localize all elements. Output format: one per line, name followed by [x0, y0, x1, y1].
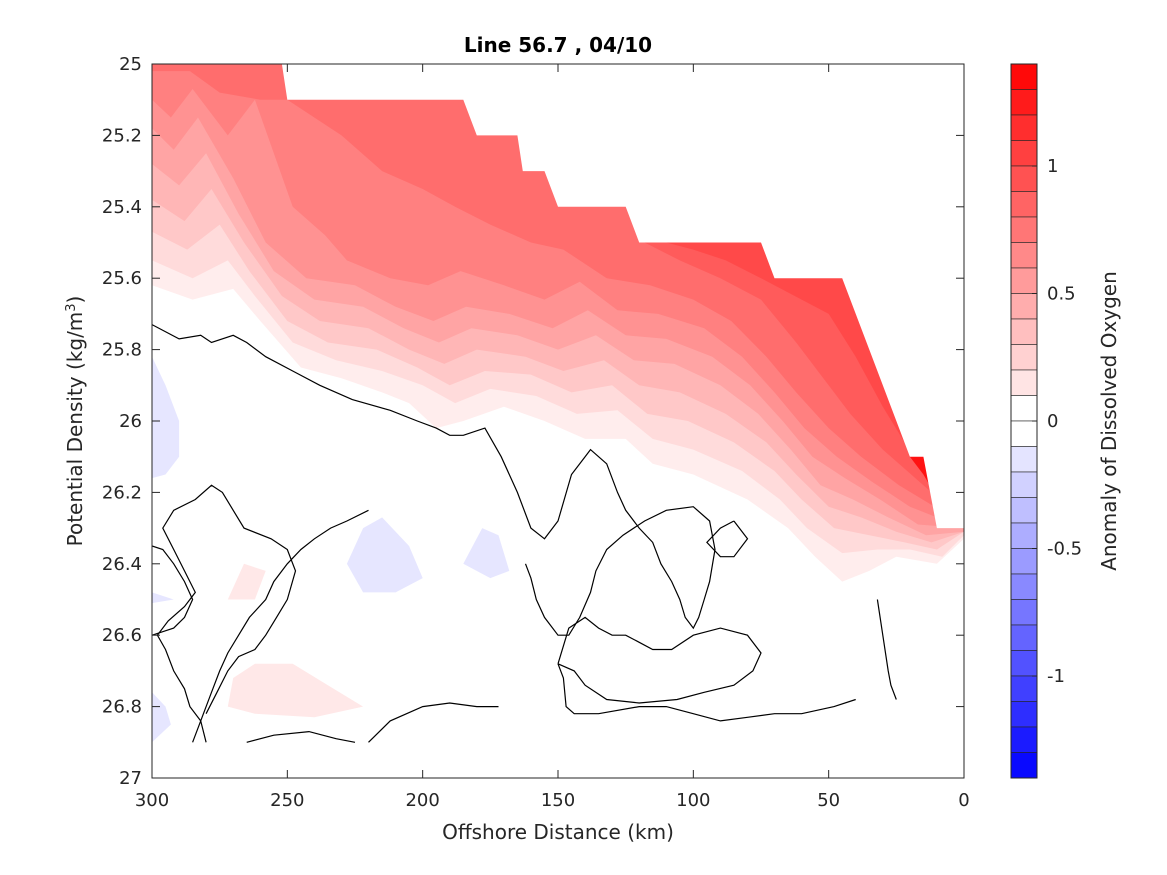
colorbar-segment: [1010, 242, 1038, 269]
x-tick-label: 100: [676, 790, 710, 811]
zero-contour-loop-2: [557, 616, 762, 704]
colorbar-segment: [1010, 522, 1038, 549]
colorbar-segment: [1010, 114, 1038, 141]
y-tick-label: 26.6: [102, 625, 142, 646]
colorbar-segment: [1010, 63, 1038, 90]
colorbar-segment: [1010, 420, 1038, 447]
colorbar-segment: [1010, 752, 1038, 779]
y-tick-label: 25: [119, 54, 142, 75]
colorbar-segment: [1010, 624, 1038, 651]
negative-patch-2: [463, 528, 510, 579]
zero-contour-segment-5: [706, 520, 749, 558]
y-axis-label-main: Potential Density (kg/m: [63, 312, 87, 547]
chart-title: Line 56.7 , 04/10: [464, 33, 652, 57]
colorbar-segment: [1010, 726, 1038, 753]
colorbar-tick-label: 0.5: [1047, 284, 1076, 305]
colorbar-segment: [1010, 216, 1038, 243]
colorbar-segment: [1010, 548, 1038, 575]
y-axis: 25 25.2 25.4 25.6 25.8 26 26.2 26.4 26.6 26.8 27: [102, 54, 964, 789]
y-tick-label: 26: [119, 411, 142, 432]
colorbar-segment: [1010, 446, 1038, 473]
y-tick-label: 25.4: [102, 197, 142, 218]
colorbar-segment: [1010, 89, 1038, 116]
negative-patch-1: [346, 517, 423, 593]
zero-contour-lines: [152, 324, 897, 743]
x-tick-label: 0: [958, 790, 969, 811]
zero-contour-0: [152, 324, 716, 636]
x-tick-label: 200: [405, 790, 439, 811]
colorbar-segment: [1010, 165, 1038, 192]
colorbar-segment: [1010, 573, 1038, 600]
colorbar-tick-label: -0.5: [1047, 539, 1082, 560]
colorbar-segment: [1010, 599, 1038, 626]
y-tick-label: 25.6: [102, 268, 142, 289]
y-tick-label: 27: [119, 768, 142, 789]
zero-contour-segment-0: [192, 509, 369, 743]
x-tick-label: 150: [541, 790, 575, 811]
colorbar-segment: [1010, 471, 1038, 498]
colorbar-tick-label: 0: [1047, 411, 1058, 432]
colorbar-segment: [1010, 344, 1038, 371]
colorbar-segment: [1010, 140, 1038, 167]
weak-positive-patch-0: [227, 563, 266, 600]
colorbar-segment: [1010, 497, 1038, 524]
colorbar-segment: [1010, 369, 1038, 396]
zero-contour-segment-4: [876, 599, 897, 700]
contour-fill-layer: [152, 64, 964, 743]
colorbar-axis: 1 0.5 0 -0.5 -1: [1032, 156, 1082, 687]
colorbar-tick-label: 1: [1047, 156, 1058, 177]
y-tick-label: 26.4: [102, 554, 142, 575]
x-tick-label: 300: [135, 790, 169, 811]
x-tick-label: 50: [817, 790, 840, 811]
y-axis-label-close: ): [63, 296, 87, 304]
y-tick-label: 25.8: [102, 340, 142, 361]
y-axis-label: Potential Density (kg/m3): [63, 296, 87, 547]
x-tick-label: 250: [270, 790, 304, 811]
negative-patch-4: [152, 592, 174, 604]
colorbar: [1010, 63, 1038, 779]
colorbar-segment: [1010, 293, 1038, 320]
weak-positive-patch-1: [227, 663, 364, 718]
y-tick-label: 26.8: [102, 697, 142, 718]
colorbar-segment: [1010, 650, 1038, 677]
colorbar-segment: [1010, 701, 1038, 728]
zero-contour-loop-1: [557, 663, 856, 722]
colorbar-segment: [1010, 395, 1038, 422]
zero-contour-segment-3: [368, 702, 499, 743]
colorbar-segment: [1010, 267, 1038, 294]
colorbar-segment: [1010, 318, 1038, 345]
x-axis-label: Offshore Distance (km): [442, 820, 674, 844]
zero-contour-segment-1: [152, 545, 194, 636]
colorbar-segment: [1010, 191, 1038, 218]
y-axis-label-superscript: 3: [64, 303, 79, 311]
y-tick-label: 26.2: [102, 482, 142, 503]
x-axis: 300 250 200 150 100 50 0: [135, 64, 970, 811]
no-data-region: [152, 64, 964, 529]
colorbar-tick-label: -1: [1047, 666, 1065, 687]
negative-patch-0: [152, 356, 180, 479]
zero-contour-segment-2: [246, 730, 356, 743]
colorbar-label: Anomaly of Dissolved Oxygen: [1097, 271, 1121, 571]
negative-patch-3: [152, 692, 171, 743]
colorbar-segment: [1010, 675, 1038, 702]
zero-contour-loop-0: [156, 484, 297, 743]
y-tick-label: 25.2: [102, 125, 142, 146]
